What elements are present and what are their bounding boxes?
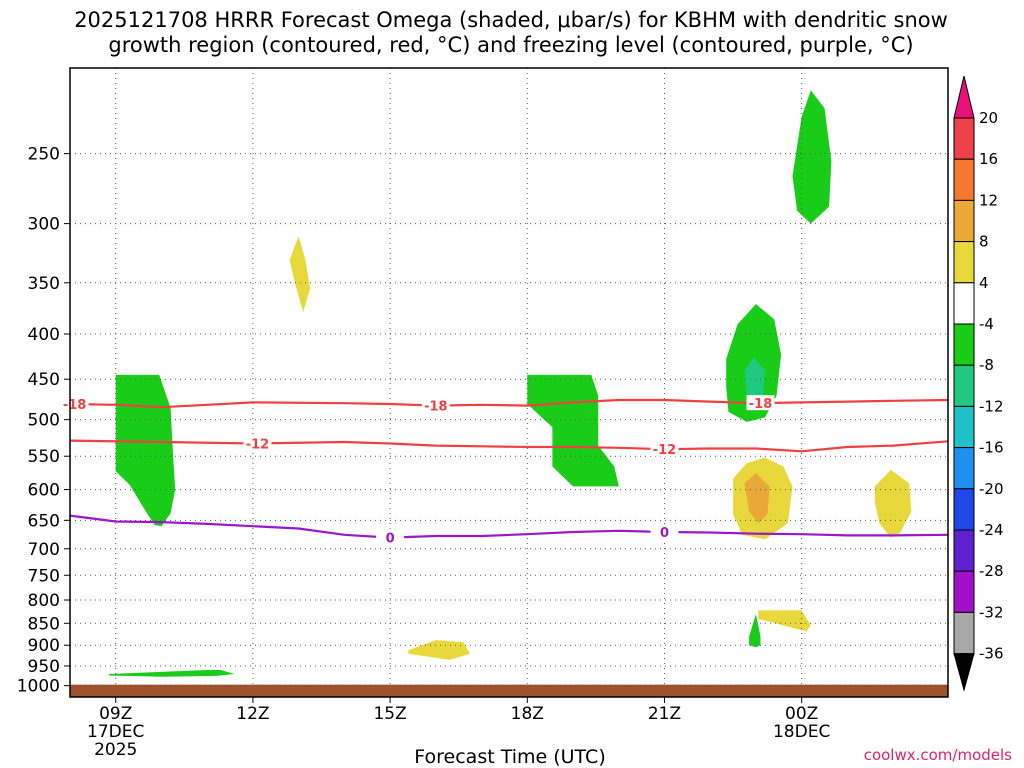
colorbar-band [953, 447, 975, 490]
colorbar-band [953, 570, 975, 613]
omega-region-yellow-0000-870 [758, 610, 811, 632]
y-tick-label: 800 [28, 591, 60, 611]
contour-line-freezing-level [69, 514, 949, 539]
contour-label-dgz-minus12: -12 [246, 437, 270, 452]
colorbar-band [953, 241, 975, 284]
x-tick-year: 2025 [94, 740, 137, 760]
colorbar-label: -8 [979, 356, 994, 374]
y-tick-label: 300 [28, 215, 60, 235]
colorbar-label: 20 [979, 109, 998, 127]
x-tick-label: 12Z [236, 704, 269, 724]
y-tick-label: 250 [28, 145, 60, 165]
colorbar-label: 4 [979, 274, 989, 292]
colorbar-label: 16 [979, 150, 998, 168]
y-tick-label: 600 [28, 481, 60, 501]
colorbar-label: 8 [979, 233, 989, 251]
y-tick-label: 750 [28, 566, 60, 586]
colorbar-band [953, 117, 975, 160]
y-tick-label: 550 [28, 447, 60, 467]
colorbar-label: -12 [979, 397, 1004, 415]
contour-label-bg-freezing-level [650, 523, 679, 539]
x-axis-label: Forecast Time (UTC) [414, 746, 605, 768]
omega-region-orange-2300-600 [744, 473, 770, 524]
contour-label-freezing-level: 0 [386, 532, 395, 547]
x-tick-label: 21Z [648, 704, 681, 724]
terrain-below-surface [70, 684, 948, 697]
colorbar-band [953, 199, 975, 243]
colorbar-band [953, 158, 975, 201]
x-tick-date: 18DEC [773, 722, 830, 742]
colorbar-label: -36 [979, 645, 1004, 663]
omega-region-yellow-1600-910 [408, 640, 471, 660]
y-tick-label: 850 [28, 614, 60, 634]
colorbar-label: -24 [979, 521, 1004, 539]
credit-text: coolwx.com/models [864, 746, 1012, 764]
y-tick-label: 700 [28, 540, 60, 560]
x-tick-label: 09Z [99, 704, 132, 724]
colorbar-label: -16 [979, 439, 1004, 457]
y-tick-label: 1000 [17, 677, 60, 697]
colorbar-band [953, 529, 975, 572]
chart-title-line1: 2025121708 HRRR Forecast Omega (shaded, … [74, 8, 948, 32]
y-tick-label: 650 [28, 511, 60, 531]
omega-shading [108, 90, 912, 677]
omega-region-green-0000-250 [792, 90, 832, 224]
y-axis: 2503003504004505005506006507007508008509… [17, 145, 70, 697]
contour-label-bg-dgz-minus18 [746, 395, 775, 411]
colorbar-band [953, 611, 975, 655]
omega-region-green-1000-970 [108, 670, 235, 677]
y-tick-label: 450 [28, 370, 60, 390]
omega-region-green-0930-1000 [115, 374, 176, 527]
colorbar-band [953, 405, 975, 449]
x-tick-label: 00Z [785, 704, 818, 724]
colorbar-label: 12 [979, 191, 998, 209]
contour-label-dgz-minus12: -12 [653, 443, 677, 458]
colorbar-top-arrow [953, 75, 975, 119]
colorbar: 20 16 12 8 4 -4 -8 -12 -16 -20 -24 -28 -32 -36 [953, 75, 1004, 692]
contours: -18 -18 -18 -12 -12 0 0 [60, 395, 949, 547]
contour-label-bg-dgz-minus12 [650, 441, 679, 457]
plot-frame [69, 67, 949, 698]
contour-label-dgz-minus18: -18 [749, 397, 773, 412]
contour-label-bg-freezing-level [376, 529, 405, 545]
colorbar-band [953, 488, 975, 531]
contour-label-freezing-level: 0 [660, 526, 669, 541]
x-tick-label: 18Z [511, 704, 544, 724]
contour-label-dgz-minus18: -18 [424, 400, 448, 415]
contour-line-dgz-minus12 [69, 439, 949, 453]
contour-line-dgz-minus18 [69, 398, 949, 409]
contour-label-bg-dgz-minus18 [421, 397, 450, 413]
colorbar-band [953, 323, 975, 366]
colorbar-label: -32 [979, 603, 1004, 621]
omega-region-yellow-1300-350 [289, 236, 311, 313]
y-tick-label: 350 [28, 274, 60, 294]
colorbar-label: -28 [979, 562, 1004, 580]
plot-area: -18 -18 -18 -12 -12 0 0 250 300 350 400 450 500 550 60… [17, 67, 1004, 760]
contour-label-dgz-minus18: -18 [63, 398, 87, 413]
colorbar-bottom-arrow [953, 653, 975, 692]
colorbar-band [953, 282, 975, 325]
colorbar-label: -20 [979, 480, 1004, 498]
colorbar-band [953, 364, 975, 407]
x-tick-date: 17DEC [87, 722, 144, 742]
contour-label-bg-dgz-minus18 [60, 395, 89, 411]
omega-region-yellow-0100-600 [874, 469, 912, 538]
omega-region-green-2300-880 [749, 614, 761, 648]
y-tick-label: 950 [28, 657, 60, 677]
y-tick-label: 500 [28, 411, 60, 431]
y-tick-label: 400 [28, 325, 60, 345]
colorbar-label: -4 [979, 315, 994, 333]
chart-title-line2: growth region (contoured, red, °C) and f… [108, 33, 913, 57]
x-tick-label: 15Z [373, 704, 406, 724]
omega-region-green-1800-1930 [527, 374, 619, 487]
contour-label-bg-dgz-minus12 [243, 435, 272, 451]
y-tick-label: 900 [28, 636, 60, 656]
